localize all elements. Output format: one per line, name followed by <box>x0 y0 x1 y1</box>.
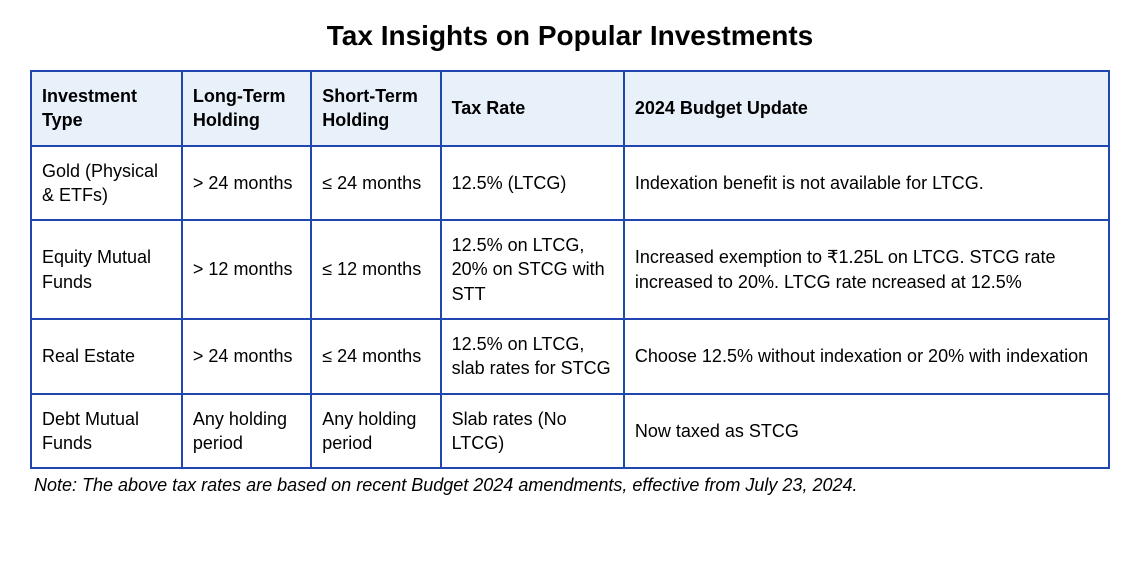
table-row: Equity Mutual Funds > 12 months ≤ 12 mon… <box>31 220 1109 319</box>
cell-budget-update: Indexation benefit is not available for … <box>624 146 1109 221</box>
cell-long-term: > 12 months <box>182 220 311 319</box>
table-row: Gold (Physical & ETFs) > 24 months ≤ 24 … <box>31 146 1109 221</box>
cell-budget-update: Increased exemption to ₹1.25L on LTCG. S… <box>624 220 1109 319</box>
cell-long-term: Any holding period <box>182 394 311 469</box>
col-header-investment-type: Investment Type <box>31 71 182 146</box>
cell-tax-rate: Slab rates (No LTCG) <box>441 394 624 469</box>
col-header-tax-rate: Tax Rate <box>441 71 624 146</box>
cell-long-term: > 24 months <box>182 319 311 394</box>
col-header-short-term: Short-Term Holding <box>311 71 440 146</box>
cell-short-term: ≤ 24 months <box>311 319 440 394</box>
cell-investment-type: Gold (Physical & ETFs) <box>31 146 182 221</box>
cell-short-term: ≤ 24 months <box>311 146 440 221</box>
cell-short-term: ≤ 12 months <box>311 220 440 319</box>
cell-long-term: > 24 months <box>182 146 311 221</box>
page-title: Tax Insights on Popular Investments <box>30 20 1110 52</box>
cell-budget-update: Choose 12.5% without indexation or 20% w… <box>624 319 1109 394</box>
cell-short-term: Any holding period <box>311 394 440 469</box>
tax-table: Investment Type Long-Term Holding Short-… <box>30 70 1110 469</box>
cell-tax-rate: 12.5% on LTCG, slab rates for STCG <box>441 319 624 394</box>
cell-tax-rate: 12.5% (LTCG) <box>441 146 624 221</box>
footnote: Note: The above tax rates are based on r… <box>30 475 1110 496</box>
cell-investment-type: Debt Mutual Funds <box>31 394 182 469</box>
cell-budget-update: Now taxed as STCG <box>624 394 1109 469</box>
table-row: Real Estate > 24 months ≤ 24 months 12.5… <box>31 319 1109 394</box>
col-header-budget-update: 2024 Budget Update <box>624 71 1109 146</box>
col-header-long-term: Long-Term Holding <box>182 71 311 146</box>
cell-investment-type: Real Estate <box>31 319 182 394</box>
table-header-row: Investment Type Long-Term Holding Short-… <box>31 71 1109 146</box>
table-row: Debt Mutual Funds Any holding period Any… <box>31 394 1109 469</box>
cell-tax-rate: 12.5% on LTCG, 20% on STCG with STT <box>441 220 624 319</box>
cell-investment-type: Equity Mutual Funds <box>31 220 182 319</box>
